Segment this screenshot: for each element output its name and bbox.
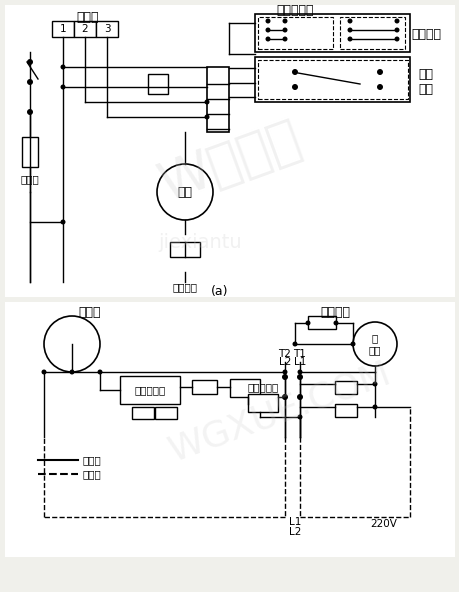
Bar bbox=[257, 60, 407, 99]
Circle shape bbox=[347, 27, 352, 33]
Circle shape bbox=[265, 27, 270, 33]
Circle shape bbox=[376, 84, 382, 90]
Circle shape bbox=[27, 79, 33, 85]
Text: 选择开关: 选择开关 bbox=[410, 27, 440, 40]
Circle shape bbox=[352, 322, 396, 366]
Bar bbox=[74, 21, 96, 37]
Circle shape bbox=[281, 374, 287, 380]
Bar bbox=[230, 379, 259, 397]
Bar bbox=[5, 302, 454, 557]
Text: 起动电容器: 起动电容器 bbox=[247, 382, 279, 392]
Bar bbox=[334, 381, 356, 394]
Circle shape bbox=[347, 37, 352, 41]
Text: 机内线: 机内线 bbox=[83, 455, 101, 465]
Circle shape bbox=[41, 369, 46, 375]
Circle shape bbox=[61, 220, 65, 224]
Circle shape bbox=[291, 69, 297, 75]
Circle shape bbox=[265, 37, 270, 41]
Circle shape bbox=[347, 18, 352, 24]
Circle shape bbox=[282, 369, 287, 375]
Bar bbox=[5, 5, 454, 297]
Text: 电
动机: 电 动机 bbox=[368, 333, 381, 355]
Circle shape bbox=[44, 316, 100, 372]
Circle shape bbox=[27, 109, 33, 115]
Circle shape bbox=[27, 59, 33, 65]
Circle shape bbox=[282, 18, 287, 24]
Circle shape bbox=[291, 84, 297, 90]
Circle shape bbox=[376, 69, 382, 75]
Bar bbox=[207, 67, 229, 132]
Bar bbox=[155, 407, 177, 419]
Bar bbox=[339, 17, 404, 49]
Text: L2: L2 bbox=[288, 527, 301, 537]
Text: 1: 1 bbox=[60, 24, 66, 34]
Circle shape bbox=[265, 18, 270, 24]
Circle shape bbox=[297, 374, 302, 380]
Text: 电热丝: 电热丝 bbox=[21, 174, 39, 184]
Text: (a): (a) bbox=[211, 285, 228, 298]
Bar bbox=[254, 14, 409, 52]
Text: 机外线: 机外线 bbox=[83, 469, 101, 479]
Bar bbox=[247, 394, 277, 412]
Text: jiexiantu: jiexiantu bbox=[158, 233, 241, 252]
Circle shape bbox=[282, 27, 287, 33]
Bar bbox=[96, 21, 118, 37]
Circle shape bbox=[281, 394, 287, 400]
Circle shape bbox=[394, 27, 398, 33]
Text: 起动继电器: 起动继电器 bbox=[134, 385, 165, 395]
Text: 风扇
开关: 风扇 开关 bbox=[418, 68, 432, 96]
Text: L2: L2 bbox=[278, 357, 291, 367]
Bar bbox=[5, 302, 454, 557]
Circle shape bbox=[394, 18, 398, 24]
Circle shape bbox=[204, 114, 209, 120]
Text: 运转电容: 运转电容 bbox=[319, 305, 349, 318]
Bar bbox=[308, 316, 335, 329]
Circle shape bbox=[69, 369, 74, 375]
Circle shape bbox=[297, 394, 302, 400]
Circle shape bbox=[61, 85, 65, 89]
Bar bbox=[191, 380, 217, 394]
Circle shape bbox=[204, 99, 209, 105]
Bar bbox=[132, 407, 154, 419]
Circle shape bbox=[97, 369, 102, 375]
Text: T1: T1 bbox=[293, 349, 306, 359]
Text: 3: 3 bbox=[103, 24, 110, 34]
Circle shape bbox=[372, 381, 377, 387]
Bar bbox=[120, 376, 179, 404]
Text: 2: 2 bbox=[82, 24, 88, 34]
Circle shape bbox=[333, 320, 338, 326]
Circle shape bbox=[292, 342, 297, 346]
Circle shape bbox=[350, 342, 355, 346]
Bar bbox=[170, 242, 200, 257]
Bar bbox=[334, 404, 356, 417]
Circle shape bbox=[305, 320, 310, 326]
Text: 温度控制器: 温度控制器 bbox=[276, 4, 313, 17]
Bar bbox=[257, 17, 332, 49]
Circle shape bbox=[61, 65, 65, 69]
Bar bbox=[52, 21, 74, 37]
Text: 压缩机: 压缩机 bbox=[78, 305, 101, 318]
Circle shape bbox=[282, 37, 287, 41]
Text: L1: L1 bbox=[293, 357, 306, 367]
Text: W工学网: W工学网 bbox=[152, 112, 307, 211]
Circle shape bbox=[372, 404, 377, 410]
Text: L1: L1 bbox=[288, 517, 301, 527]
Text: T2: T2 bbox=[278, 349, 291, 359]
Bar bbox=[22, 137, 38, 167]
Circle shape bbox=[297, 369, 302, 375]
Circle shape bbox=[157, 164, 213, 220]
Text: 风机: 风机 bbox=[177, 185, 192, 198]
Bar bbox=[254, 57, 409, 102]
Circle shape bbox=[282, 394, 287, 400]
Text: 接触器: 接触器 bbox=[77, 11, 99, 24]
Text: 运行电容: 运行电容 bbox=[172, 282, 197, 292]
Circle shape bbox=[394, 37, 398, 41]
Circle shape bbox=[297, 414, 302, 420]
Text: 220V: 220V bbox=[369, 519, 396, 529]
Bar bbox=[148, 74, 168, 94]
Text: WGXUE.COM: WGXUE.COM bbox=[164, 356, 395, 468]
